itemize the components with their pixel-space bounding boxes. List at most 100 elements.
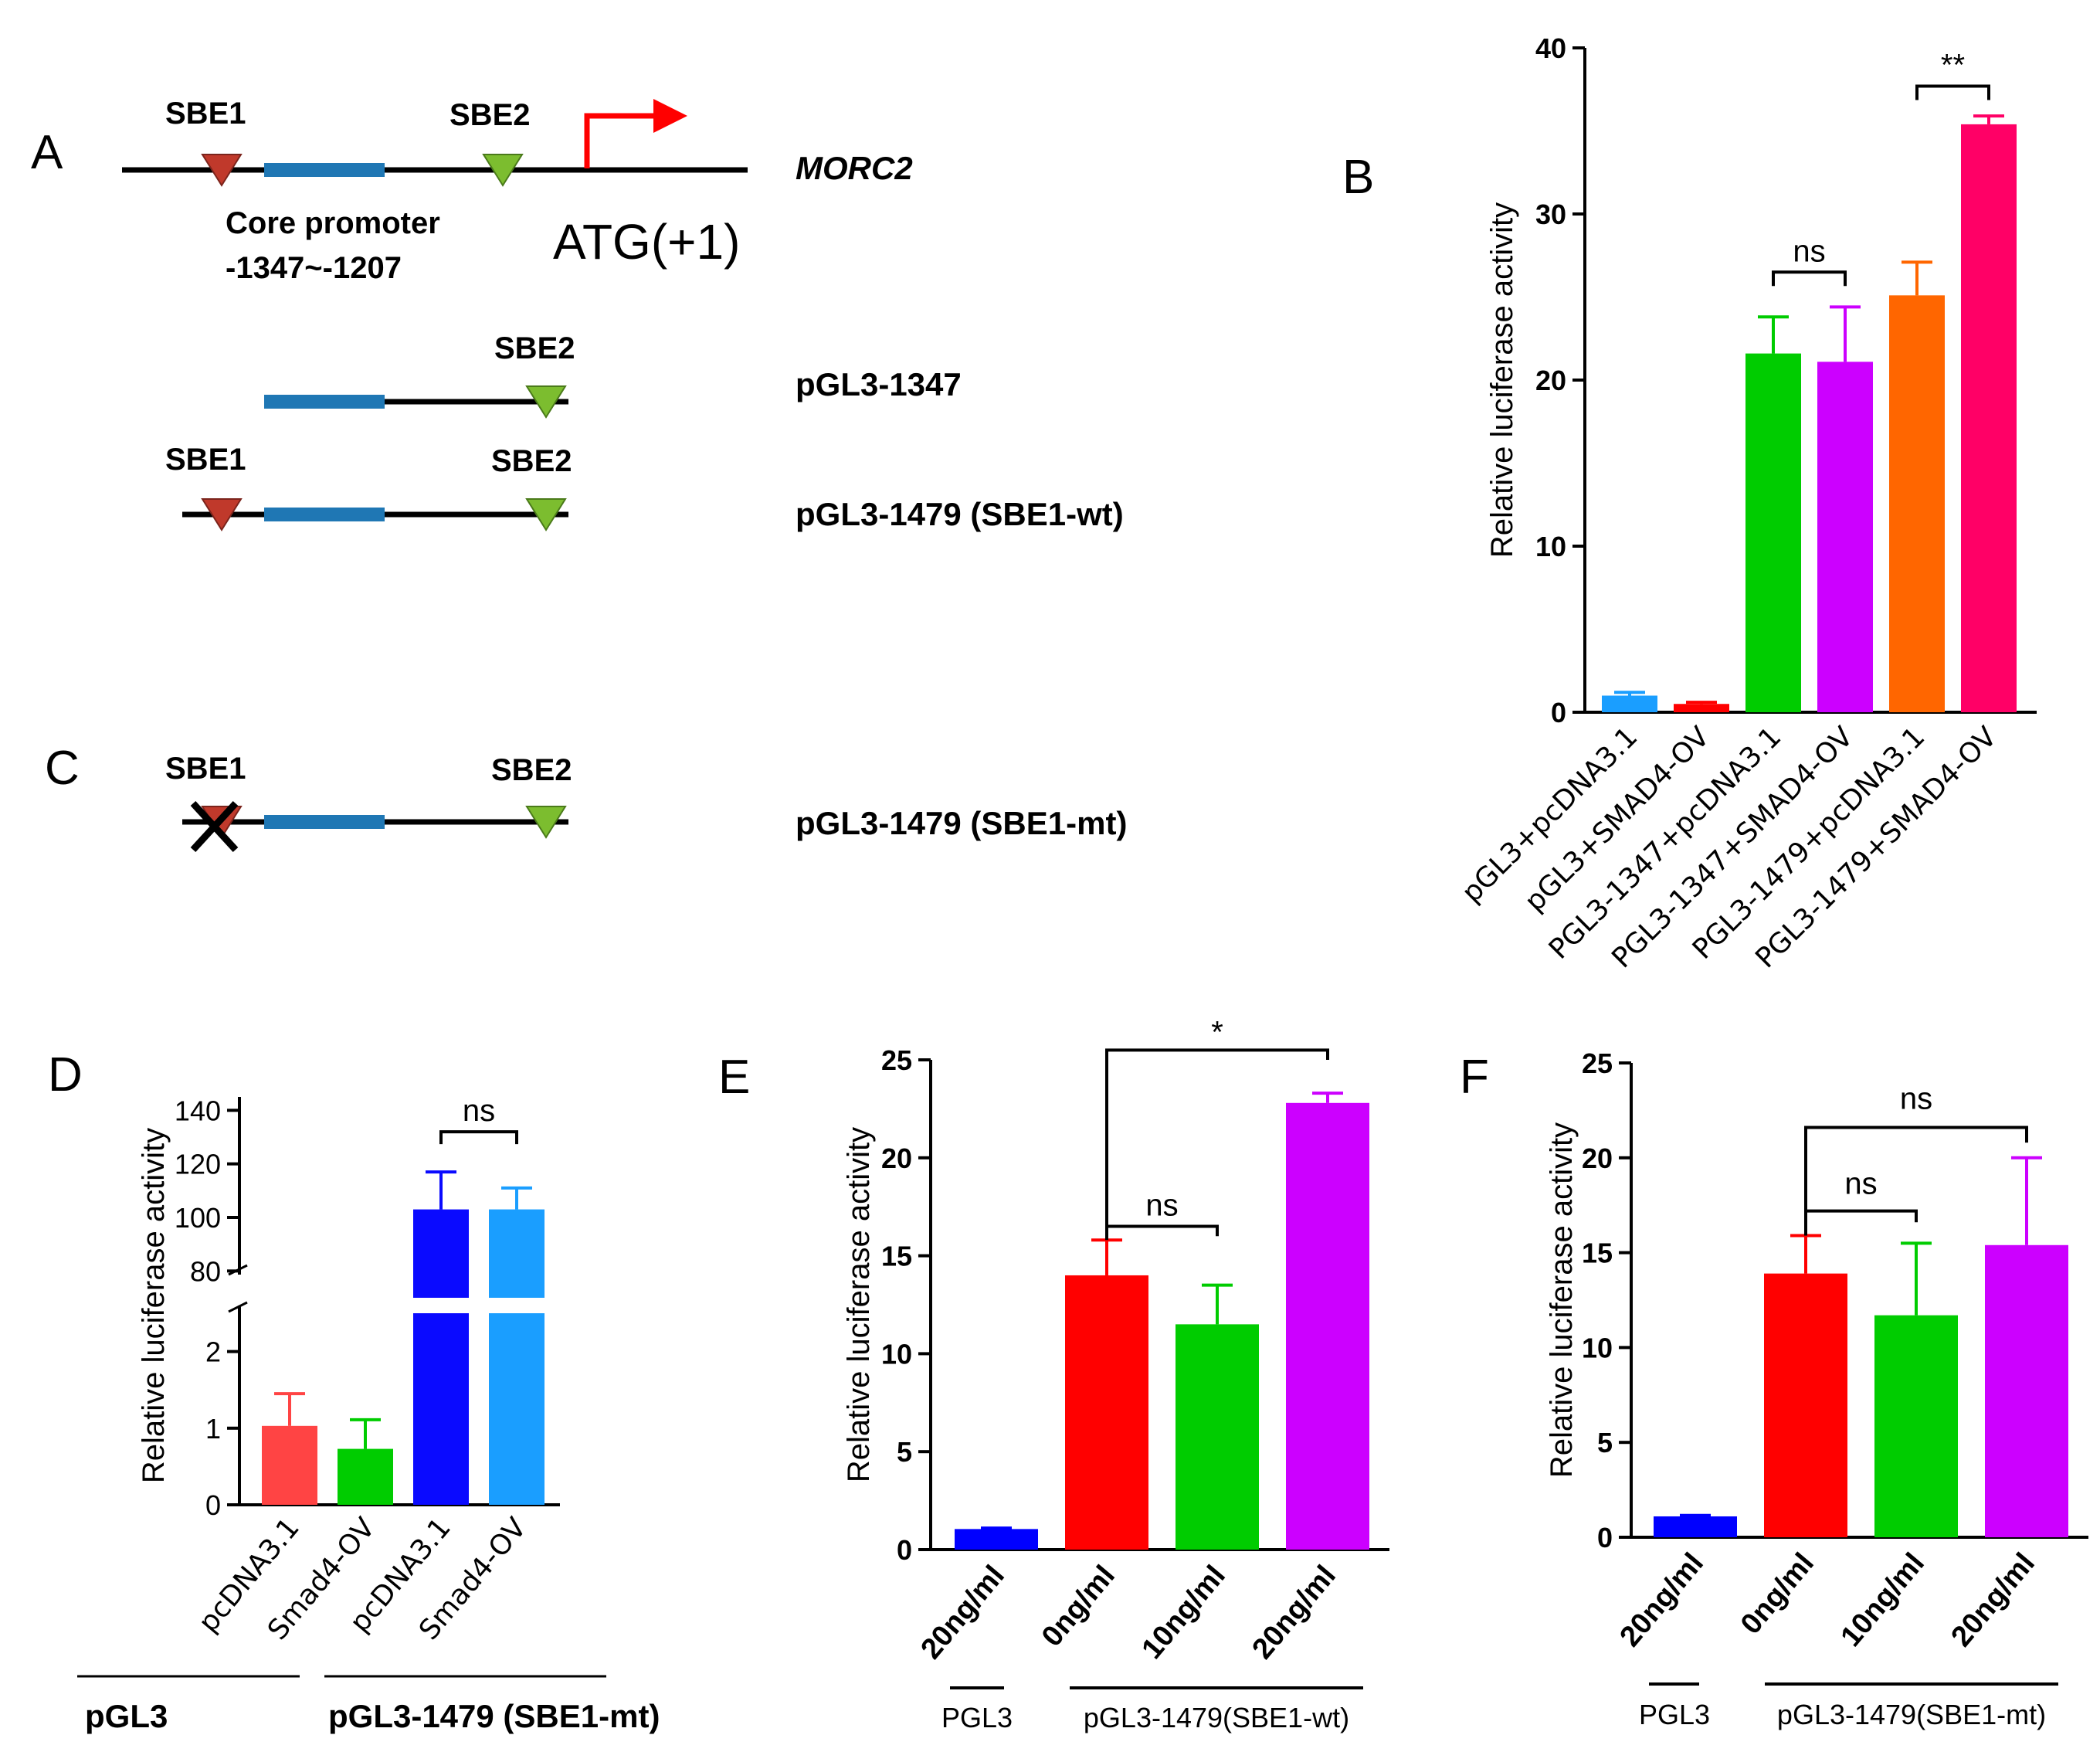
sbe1-triangle (201, 154, 243, 187)
x-tick-label: 20ng/ml (1613, 1547, 1709, 1653)
construct-wt-sbe2-label: SBE2 (491, 444, 572, 478)
bar-lower-segment (489, 1313, 545, 1505)
y-axis-title: Relative luciferase activity (1485, 202, 1519, 558)
construct-1347-sbe2-label: SBE2 (494, 331, 575, 365)
y-tick-label: 100 (175, 1202, 221, 1234)
tss-arrowhead-icon (653, 99, 687, 133)
y-tick-label: 25 (1582, 1047, 1613, 1079)
bar (413, 1209, 469, 1298)
construct-mt-name: pGL3-1479 (SBE1-mt) (796, 805, 1127, 841)
y-tick-label: 0 (205, 1489, 221, 1521)
significance-label: ns (1793, 234, 1825, 268)
construct-1347-sbe2-triangle (525, 385, 567, 419)
gene-name: MORC2 (796, 150, 913, 186)
y-tick-label: 25 (881, 1044, 912, 1076)
bar (1817, 362, 1873, 712)
bar (1286, 1102, 1369, 1550)
y-tick-label: 30 (1535, 199, 1566, 230)
chart-f: 0 5 10 15 20 25 Relative luciferase activity 20… (1545, 1047, 2088, 1730)
bar (1602, 695, 1657, 712)
y-tick-label: 40 (1535, 32, 1566, 64)
construct-wt-sbe1-label: SBE1 (165, 443, 246, 477)
y-tick-label: 20 (1535, 365, 1566, 396)
chart-e: 0 5 10 15 20 25 Relative luciferase activity 20… (842, 1015, 1389, 1733)
bar (338, 1448, 393, 1505)
bar (1985, 1244, 2068, 1537)
x-tick-label: 20ng/ml (1945, 1547, 2041, 1653)
y-tick-label: 15 (1582, 1238, 1613, 1269)
significance-bracket (439, 1130, 518, 1145)
x-tick-label: 10ng/ml (1135, 1560, 1231, 1665)
panel-label-a: A (31, 126, 63, 179)
panel-label-f: F (1460, 1051, 1489, 1104)
significance-bracket (1804, 1209, 1918, 1236)
group-label: pGL3-1479(SBE1-mt) (1777, 1699, 2046, 1730)
y-tick-label: 0 (1597, 1522, 1613, 1553)
atg-label: ATG(+1) (553, 214, 740, 270)
promoter-diagram: SBE1 SBE2 MORC2 Core promoter -1347~-120… (122, 97, 1127, 853)
group-label: pGL3 (85, 1698, 168, 1734)
significance-label: ** (1941, 48, 1965, 82)
significance-bracket (1915, 84, 1990, 100)
panel-label-e: E (718, 1051, 750, 1104)
y-tick-label: 1 (205, 1413, 221, 1445)
x-tick-label: 20ng/ml (914, 1560, 1010, 1665)
group-label: pGL3-1479 (SBE1-mt) (328, 1698, 660, 1734)
bar (1764, 1273, 1847, 1537)
x-tick-label: 10ng/ml (1834, 1547, 1930, 1653)
significance-label: ns (1145, 1189, 1178, 1223)
y-tick-label: 15 (881, 1241, 912, 1272)
y-tick-label: 0 (1551, 697, 1566, 728)
significance-bracket (1772, 270, 1847, 287)
panel-label-c: C (45, 742, 80, 795)
construct-mt-sbe2-label: SBE2 (491, 753, 572, 787)
sbe1-label: SBE1 (165, 97, 246, 131)
y-tick-label: 140 (175, 1095, 221, 1126)
significance-bracket (1804, 1126, 2028, 1211)
significance-bracket (1105, 1048, 1329, 1227)
y-tick-label: 120 (175, 1149, 221, 1180)
y-tick-label: 5 (897, 1436, 912, 1468)
y-tick-label: 2 (205, 1336, 221, 1368)
bar (1961, 124, 2017, 712)
significance-bracket (1105, 1224, 1219, 1241)
group-label: pGL3-1479(SBE1-wt) (1084, 1702, 1349, 1733)
group-label: PGL3 (941, 1702, 1013, 1733)
tss-arrow-icon (584, 113, 664, 168)
x-tick-label: 0ng/ml (1036, 1560, 1121, 1653)
y-tick-label: 0 (897, 1534, 912, 1566)
group-label: PGL3 (1639, 1699, 1710, 1730)
x-tick-label: 20ng/ml (1246, 1560, 1342, 1665)
bar-lower-segment (413, 1313, 469, 1505)
sbe2-label: SBE2 (450, 98, 531, 132)
y-axis-title: Relative luciferase activity (1545, 1122, 1579, 1478)
x-tick-label: 0ng/ml (1735, 1547, 1820, 1641)
construct-mt-sbe2-triangle (525, 806, 567, 839)
construct-wt-sbe1-triangle (201, 498, 243, 531)
significance-label: * (1211, 1015, 1223, 1049)
y-axis-title: Relative luciferase activity (137, 1128, 171, 1483)
bar (1674, 704, 1729, 712)
y-axis-title: Relative luciferase activity (842, 1127, 876, 1482)
bar (1654, 1516, 1737, 1537)
bar (1065, 1275, 1148, 1550)
sbe1-mutation-cross-icon (190, 800, 239, 853)
construct-mt-sbe1-label: SBE1 (165, 752, 246, 786)
significance-label: ns (1844, 1167, 1877, 1201)
y-tick-label: 20 (881, 1143, 912, 1174)
bar (1889, 295, 1945, 713)
bar (262, 1425, 317, 1505)
sbe2-triangle (482, 154, 524, 187)
y-tick-label: 10 (1582, 1332, 1613, 1363)
y-tick-label: 20 (1582, 1143, 1613, 1174)
axis-break-mark (228, 1301, 248, 1313)
construct-wt-name: pGL3-1479 (SBE1-wt) (796, 496, 1124, 532)
bar (1176, 1324, 1259, 1550)
significance-label: ns (463, 1094, 495, 1128)
significance-label: ns (1900, 1082, 1932, 1116)
bar (955, 1529, 1038, 1550)
bar (1874, 1315, 1958, 1537)
